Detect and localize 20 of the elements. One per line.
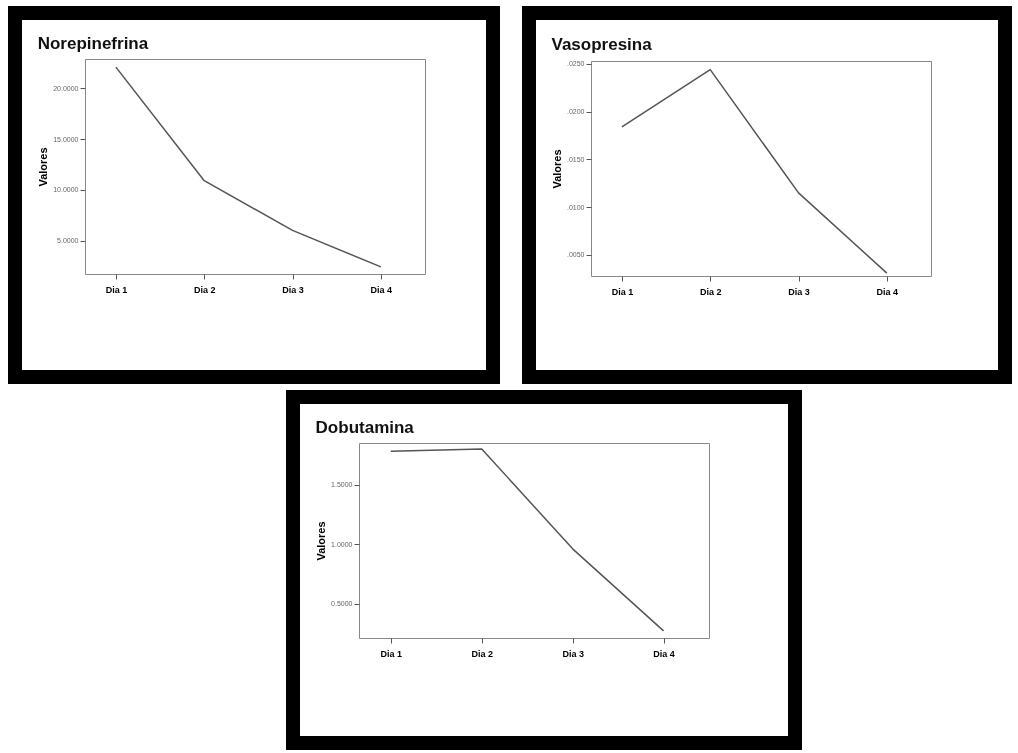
y-axis-title: Valores	[315, 521, 328, 561]
x-tick-label: Dia 4	[370, 284, 393, 295]
line-series	[390, 448, 665, 632]
x-tick-label: Dia 4	[653, 648, 675, 659]
line-series	[115, 66, 382, 268]
x-tick-label: Dia 4	[876, 286, 899, 297]
y-axis-title: Valores	[550, 149, 563, 189]
x-tick-label: Dia 3	[788, 286, 810, 297]
x-tick-label: Dia 1	[611, 286, 634, 297]
x-tick-label: Dia 3	[282, 284, 304, 295]
x-tick-label: Dia 1	[105, 284, 128, 295]
x-tick-label: Dia 2	[193, 284, 216, 295]
chart-title: Vasopresina	[551, 34, 653, 54]
x-tick-label: Dia 3	[562, 648, 584, 659]
x-tick-label: Dia 2	[471, 648, 493, 659]
y-axis-title: Valores	[37, 147, 50, 187]
chart-title: Norepinefrina	[37, 34, 149, 53]
x-tick-label: Dia 2	[699, 286, 722, 297]
chart-title: Dobutamina	[315, 418, 415, 437]
x-tick-label: Dia 1	[380, 648, 403, 659]
